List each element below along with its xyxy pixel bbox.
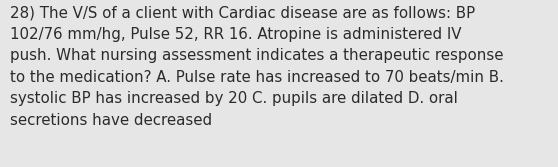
Text: 28) The V/S of a client with Cardiac disease are as follows: BP
102/76 mm/hg, Pu: 28) The V/S of a client with Cardiac dis…	[10, 5, 504, 128]
